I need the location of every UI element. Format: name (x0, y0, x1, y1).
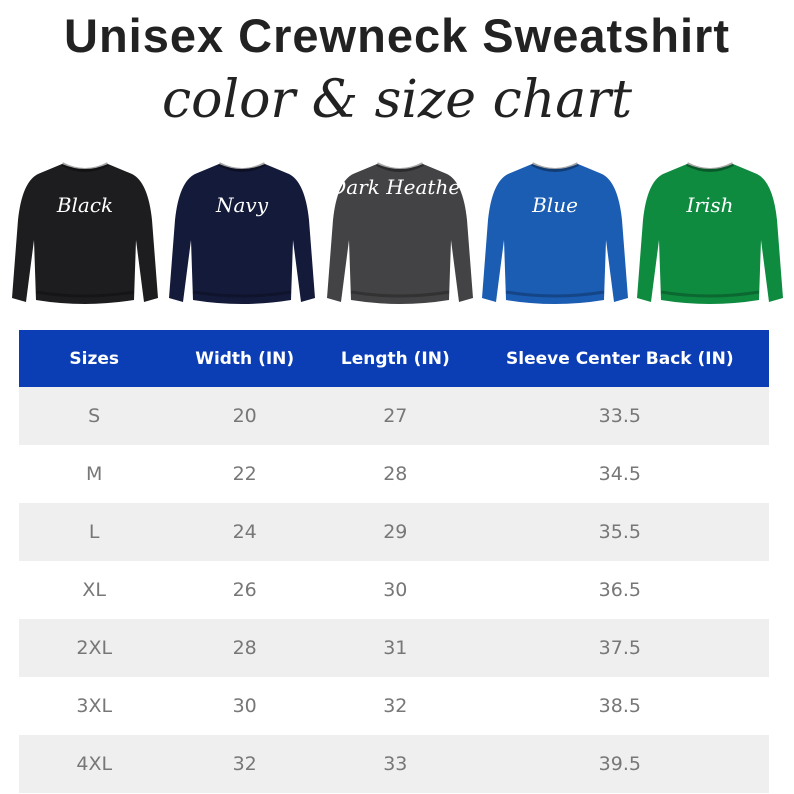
column-header: Length (IN) (319, 330, 471, 387)
table-cell: 35.5 (470, 503, 769, 561)
table-row: M 22 28 34.5 (19, 445, 769, 503)
table-cell: 27 (319, 387, 471, 445)
table-cell: 32 (319, 677, 471, 735)
page-subtitle: color & size chart (162, 70, 632, 130)
table-row: XL 26 30 36.5 (19, 561, 769, 619)
table-cell: M (19, 445, 170, 503)
table-cell: 4XL (19, 735, 170, 793)
table-row: S 20 27 33.5 (19, 387, 769, 445)
table-cell: 26 (169, 561, 320, 619)
table-cell: 36.5 (470, 561, 769, 619)
table-row: 2XL 28 31 37.5 (19, 619, 769, 677)
table-cell: 34.5 (470, 445, 769, 503)
sweatshirt-navy: Navy (167, 160, 317, 308)
sweatshirt-icon (12, 162, 158, 304)
table-cell: 29 (319, 503, 471, 561)
table-cell: 28 (169, 619, 320, 677)
table-header-row: Sizes Width (IN) Length (IN) Sleeve Center … (19, 330, 769, 387)
size-table: Sizes Width (IN) Length (IN) Sleeve Center … (19, 330, 769, 793)
table-cell: 3XL (19, 677, 170, 735)
color-swatches: Black Navy Dark Heather Blue Irish (0, 160, 794, 310)
sweatshirt-blue: Blue (480, 160, 630, 308)
table-cell: 24 (169, 503, 320, 561)
column-header: Width (IN) (169, 330, 320, 387)
table-row: L 24 29 35.5 (19, 503, 769, 561)
sweatshirt-irish: Irish (635, 160, 785, 308)
page-title: Unisex Crewneck Sweatshirt (64, 9, 730, 62)
table-cell: 31 (319, 619, 471, 677)
table-cell: 20 (169, 387, 320, 445)
column-header: Sleeve Center Back (IN) (470, 330, 769, 387)
table-cell: 38.5 (470, 677, 769, 735)
table-cell: 30 (169, 677, 320, 735)
table-cell: 39.5 (470, 735, 769, 793)
table-cell: 28 (319, 445, 471, 503)
table-cell: L (19, 503, 170, 561)
table-row: 3XL 30 32 38.5 (19, 677, 769, 735)
table-cell: 33.5 (470, 387, 769, 445)
table-cell: 2XL (19, 619, 170, 677)
color-label: Navy (215, 193, 269, 217)
sweatshirt-black: Black (10, 160, 160, 308)
color-label: Blue (532, 193, 578, 217)
color-label: Dark Heather (330, 175, 470, 199)
table-cell: XL (19, 561, 170, 619)
sweatshirt-dark-heather: Dark Heather (325, 160, 475, 308)
table-cell: 37.5 (470, 619, 769, 677)
table-cell: 32 (169, 735, 320, 793)
table-cell: S (19, 387, 170, 445)
sweatshirt-icon (637, 162, 783, 304)
sweatshirt-icon (482, 162, 628, 304)
table-cell: 22 (169, 445, 320, 503)
table-cell: 30 (319, 561, 471, 619)
table-cell: 33 (319, 735, 471, 793)
sweatshirt-icon (169, 162, 315, 304)
color-label: Black (56, 193, 114, 217)
color-label: Irish (686, 193, 734, 217)
sweatshirt-icon (327, 162, 473, 304)
column-header: Sizes (19, 330, 170, 387)
table-row: 4XL 32 33 39.5 (19, 735, 769, 793)
